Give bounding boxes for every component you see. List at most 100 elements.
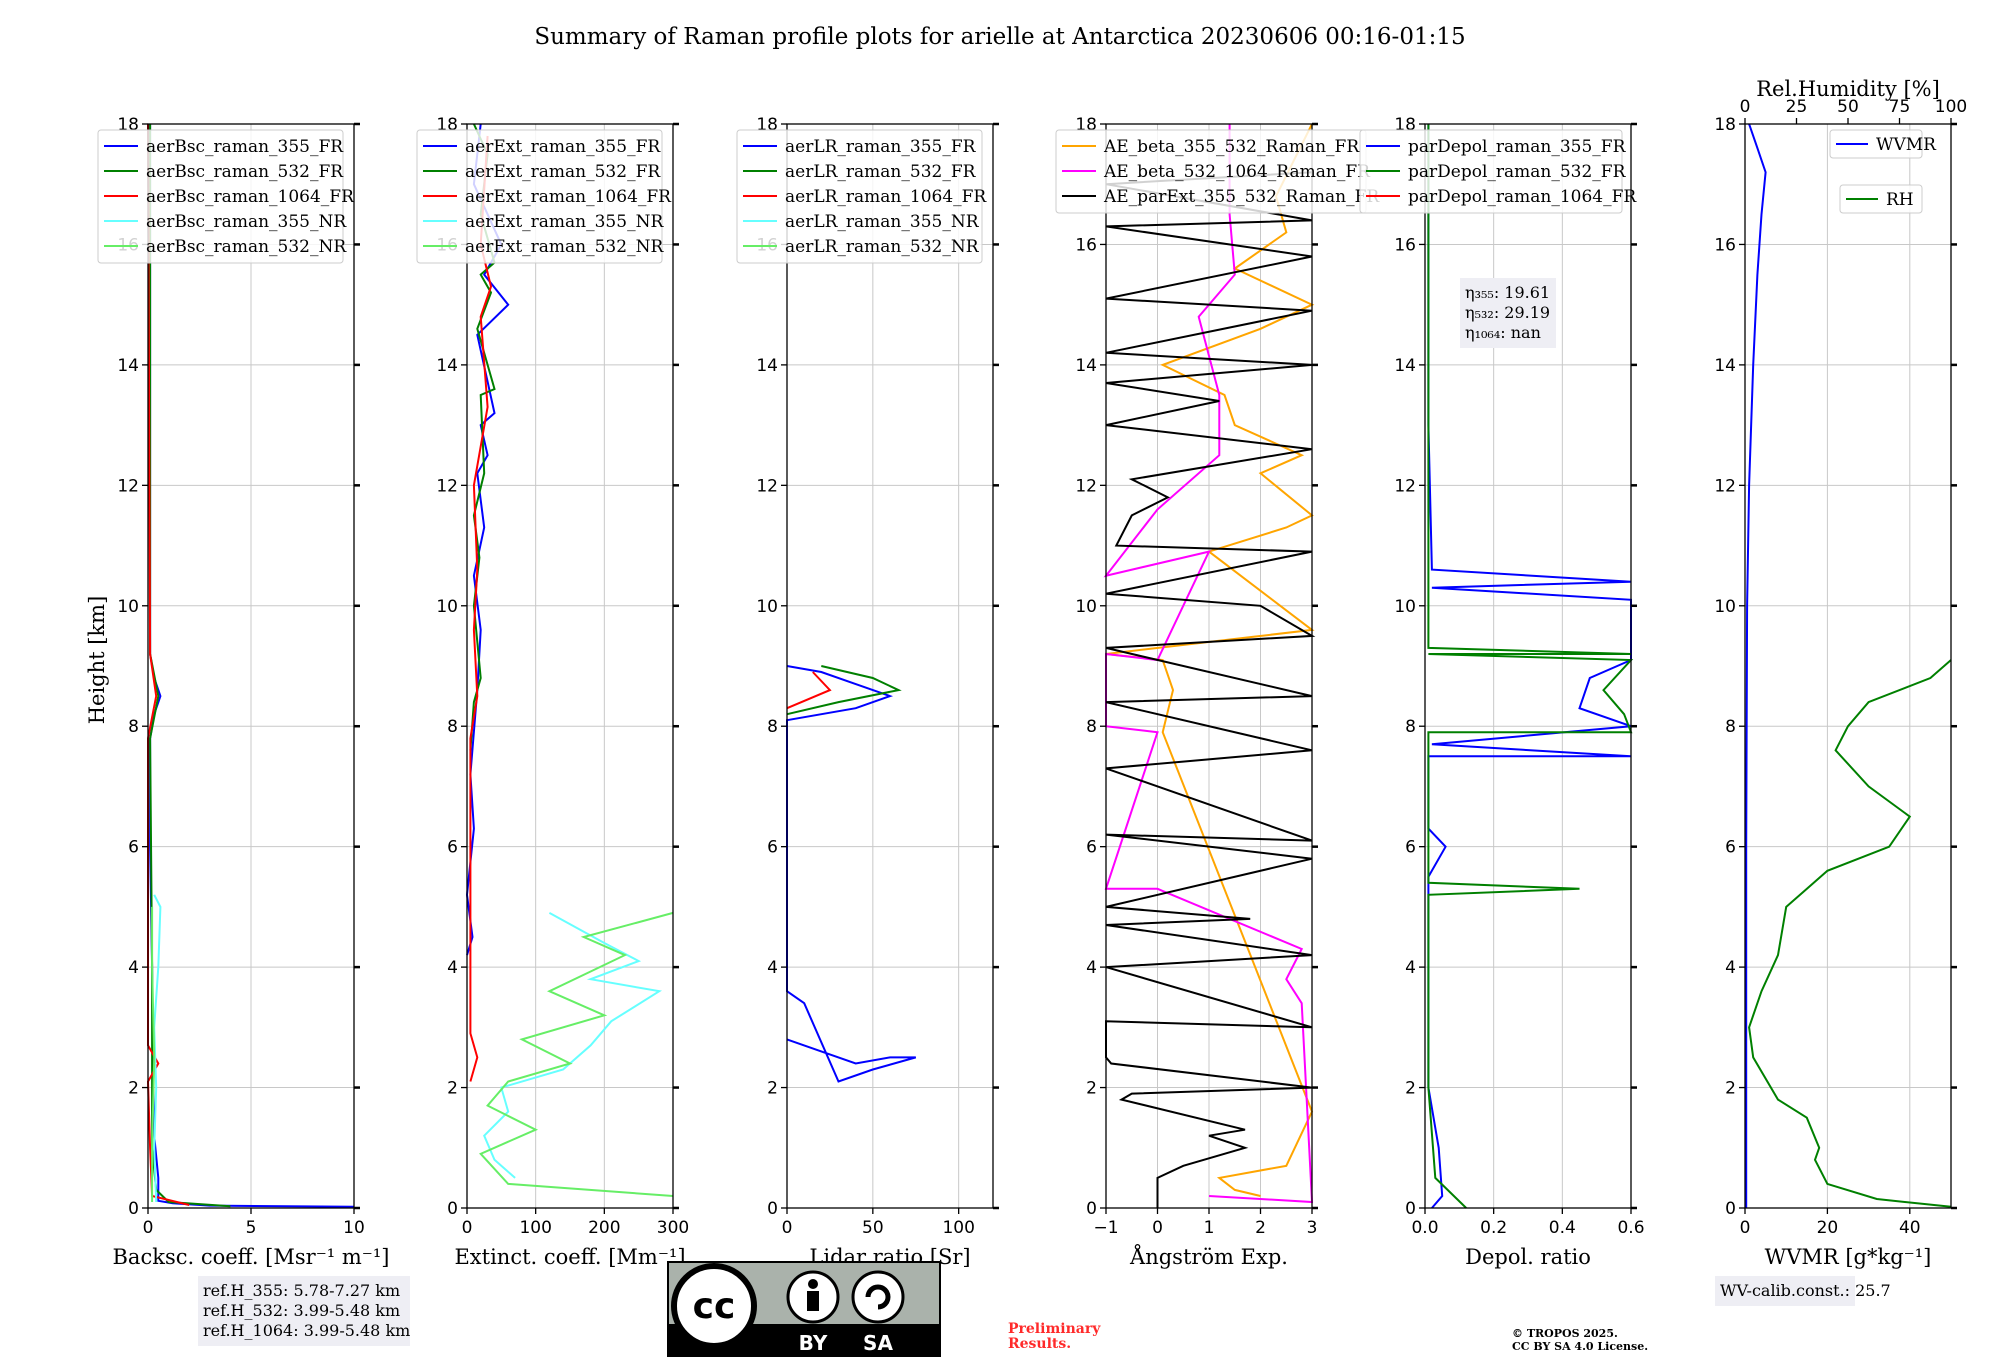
info-line-1: ref.H_532: 3.99-5.48 km	[203, 1301, 400, 1320]
y-tick-label-8: 16	[1714, 235, 1736, 255]
series-WVMR	[1745, 123, 1767, 1208]
legend-box	[1359, 129, 1623, 214]
x-tick-label-1: 100	[519, 1218, 551, 1238]
legend-label-0: parDepol_raman_355_FR	[1408, 137, 1627, 157]
y-tick-label-0: 0	[447, 1199, 458, 1219]
legend-label-0: aerBsc_raman_355_FR	[146, 137, 344, 157]
legend-box-0	[1829, 129, 1923, 159]
legend-label-1: aerBsc_raman_532_FR	[146, 162, 344, 182]
shared-y-axis-label: Height [km]	[85, 596, 109, 725]
info-line-0: η₃₅₅: 19.61	[1465, 283, 1550, 302]
legend: AE_beta_355_532_Raman_FR AE_beta_532_1064…	[1055, 129, 1380, 214]
x-tick-label-1: 5	[246, 1218, 257, 1238]
legend-label-0: aerExt_raman_355_FR	[465, 137, 661, 157]
x2-axis-label: Rel.Humidity [%]	[1756, 77, 1940, 101]
x-tick-label-1: 20	[1817, 1218, 1839, 1238]
legend: aerBsc_raman_355_FR aerBsc_raman_532_FRae…	[97, 129, 355, 264]
x-tick-label-3: 300	[657, 1218, 689, 1238]
x-tick-label-2: 1	[1204, 1218, 1215, 1238]
y-tick-label-2: 4	[128, 958, 139, 978]
legend-label-2: aerExt_raman_1064_FR	[465, 187, 672, 207]
series-AE_beta_532_1064_Raman_FR	[1103, 124, 1314, 1204]
legend-label-0: AE_beta_355_532_Raman_FR	[1103, 137, 1360, 157]
y-tick-label-4: 8	[128, 717, 139, 737]
cc-by-sa-license-badge: cc BY SA	[667, 1261, 941, 1357]
legend: WVMR RH	[1829, 129, 1937, 214]
y-tick-label-5: 10	[1075, 597, 1097, 617]
y-tick-label-1: 2	[767, 1079, 778, 1099]
y-tick-label-0: 0	[128, 1199, 139, 1219]
x-axis-label: Extinct. coeff. [Mm⁻¹]	[454, 1245, 685, 1269]
y-tick-label-3: 6	[1725, 838, 1736, 858]
y-tick-label-7: 14	[117, 356, 139, 376]
license-note: CC BY SA 4.0 License.	[1512, 1340, 1648, 1353]
legend-label-1: parDepol_raman_532_FR	[1408, 162, 1627, 182]
x-axis-label: Depol. ratio	[1465, 1245, 1591, 1269]
x-tick-label-0: 0	[143, 1218, 154, 1238]
y-tick-label-1: 2	[1405, 1079, 1416, 1099]
y-tick-label-7: 14	[1075, 356, 1097, 376]
info-line-0: ref.H_355: 5.78-7.27 km	[203, 1281, 400, 1300]
legend-label-2: aerBsc_raman_1064_FR	[146, 187, 355, 207]
x-tick-label-3: 0.6	[1617, 1218, 1644, 1238]
legend: parDepol_raman_355_FR parDepol_raman_532_…	[1359, 129, 1637, 214]
x-tick-label-0: 0	[782, 1218, 793, 1238]
legend-box	[97, 129, 344, 264]
y-tick-label-2: 4	[767, 958, 778, 978]
y-tick-label-2: 4	[447, 958, 458, 978]
x-tick-label-3: 2	[1255, 1218, 1266, 1238]
y-tick-label-5: 10	[117, 597, 139, 617]
y-tick-label-4: 8	[767, 717, 778, 737]
x-tick-label-2: 10	[343, 1218, 365, 1238]
y-tick-label-6: 12	[1075, 476, 1097, 496]
legend-box	[736, 129, 983, 264]
cc-icon	[671, 1263, 757, 1349]
x2-tick-label-3: 75	[1889, 97, 1911, 117]
x-tick-label-2: 0.4	[1549, 1218, 1576, 1238]
legend-box-1	[1839, 184, 1923, 214]
legend-label-1: aerExt_raman_532_FR	[465, 162, 661, 182]
panel-backscatter: 0246810121416180510Backsc. coeff. [Msr⁻¹…	[97, 115, 410, 1346]
y-tick-label-1: 2	[1725, 1079, 1736, 1099]
x2-tick-label-1: 25	[1786, 97, 1808, 117]
series-aerBsc_raman_532_NR	[151, 906, 156, 1202]
x-tick-label-2: 200	[588, 1218, 620, 1238]
y-tick-label-4: 8	[1405, 717, 1416, 737]
y-tick-label-7: 14	[436, 356, 458, 376]
series-aerBsc_raman_532_FR	[149, 124, 231, 1208]
y-tick-label-7: 14	[1394, 356, 1416, 376]
x2-tick-label-2: 50	[1837, 97, 1859, 117]
info-box-bg	[198, 1276, 410, 1346]
legend-label-2: parDepol_raman_1064_FR	[1408, 187, 1637, 207]
y-tick-label-4: 8	[1725, 717, 1736, 737]
y-tick-label-3: 6	[128, 838, 139, 858]
legend-label-2: AE_parExt_355_532_Raman_FR	[1103, 187, 1380, 207]
y-tick-label-6: 12	[117, 476, 139, 496]
legend-label-4: aerLR_raman_532_NR	[785, 237, 980, 257]
x-axis-label: Backsc. coeff. [Msr⁻¹ m⁻¹]	[113, 1245, 390, 1269]
y-tick-label-7: 14	[756, 356, 778, 376]
series-aerLR_raman_532_FR	[786, 665, 902, 716]
y-tick-label-1: 2	[1086, 1079, 1097, 1099]
x-axis-label: Ångström Exp.	[1129, 1244, 1288, 1269]
legend-label-4: aerExt_raman_532_NR	[465, 237, 664, 257]
panel-extinction: 0246810121416180100200300Extinct. coeff.…	[416, 115, 689, 1269]
y-tick-label-5: 10	[756, 597, 778, 617]
y-tick-label-6: 12	[756, 476, 778, 496]
info-box: WV-calib.const.: 25.7	[1715, 1276, 1891, 1306]
y-tick-label-0: 0	[1086, 1199, 1097, 1219]
preliminary-results-note: Preliminary	[1008, 1321, 1101, 1337]
legend-label-3: aerExt_raman_355_NR	[465, 212, 664, 232]
axes-frame	[786, 123, 994, 1209]
x-tick-label-0: 0	[1740, 1218, 1751, 1238]
series-aerExt_raman_355_NR	[483, 912, 663, 1179]
svg-text:cc: cc	[693, 1286, 736, 1327]
y-tick-label-8: 16	[1394, 235, 1416, 255]
x-tick-label-2: 40	[1899, 1218, 1921, 1238]
series-aerExt_raman_1064_FR	[469, 135, 493, 1082]
y-tick-label-4: 8	[1086, 717, 1097, 737]
copyright-note: © TROPOS 2025.	[1512, 1327, 1618, 1340]
